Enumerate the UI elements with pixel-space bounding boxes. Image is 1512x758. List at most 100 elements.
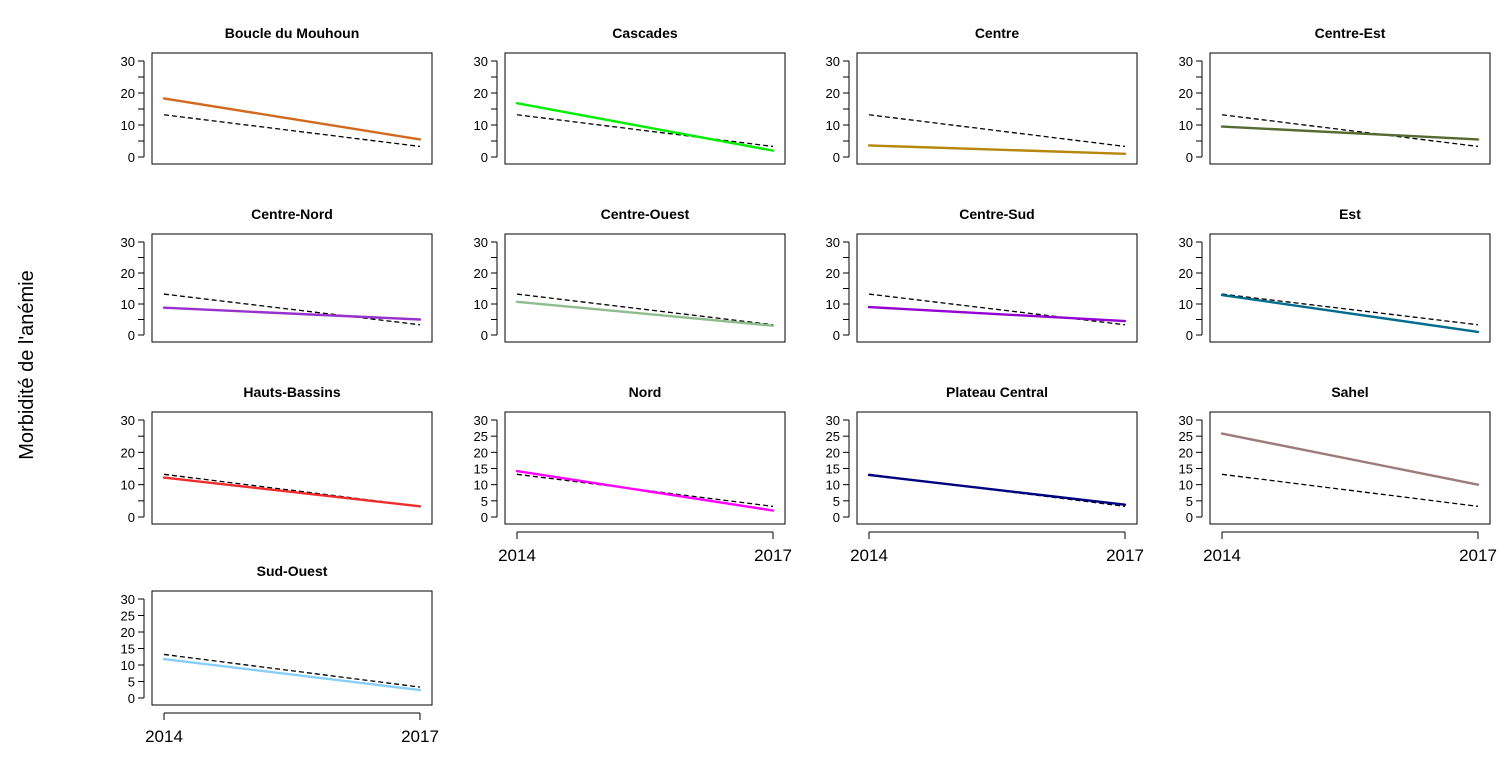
y-tick-label: 10 bbox=[121, 478, 135, 493]
plot-frame bbox=[504, 411, 786, 525]
y-tick-label: 20 bbox=[1179, 86, 1193, 101]
panel: Est 0 10 20 30 bbox=[1179, 206, 1491, 343]
y-tick-label: 30 bbox=[474, 413, 488, 428]
y-tick-label: 20 bbox=[826, 86, 840, 101]
reference-line bbox=[163, 653, 421, 688]
y-tick-label: 30 bbox=[1179, 235, 1193, 250]
panel: Centre-Nord 0 10 20 30 bbox=[121, 206, 433, 343]
reference-line bbox=[516, 114, 774, 148]
y-tick-label: 0 bbox=[1186, 328, 1193, 343]
plot-frame bbox=[856, 411, 1138, 525]
y-tick-label: 30 bbox=[826, 413, 840, 428]
series-line bbox=[1220, 432, 1480, 486]
y-tick-label: 20 bbox=[826, 445, 840, 460]
y-tick-label: 20 bbox=[474, 86, 488, 101]
reference-line bbox=[868, 293, 1126, 326]
series-line bbox=[1220, 293, 1480, 334]
y-tick-label: 0 bbox=[833, 328, 840, 343]
panels-group: Boucle du Mouhoun0102030Cascades0102030C… bbox=[121, 25, 1497, 746]
y-tick-label: 15 bbox=[121, 642, 135, 657]
y-tick-label: 0 bbox=[128, 691, 135, 706]
y-tick-label: 0 bbox=[128, 328, 135, 343]
y-tick-label: 20 bbox=[826, 266, 840, 281]
x-tick-label: 2017 bbox=[1106, 546, 1144, 565]
y-tick-label: 10 bbox=[474, 478, 488, 493]
plot-frame bbox=[151, 52, 433, 165]
x-tick-label: 2014 bbox=[1203, 546, 1241, 565]
reference-line bbox=[1221, 293, 1479, 326]
x-tick-label: 2014 bbox=[145, 727, 183, 746]
series-line bbox=[867, 473, 1127, 506]
y-tick-label: 10 bbox=[826, 118, 840, 133]
y-tick-label: 20 bbox=[121, 86, 135, 101]
series-line bbox=[515, 300, 775, 327]
y-tick-label: 20 bbox=[121, 266, 135, 281]
x-tick-label: 2014 bbox=[498, 546, 536, 565]
reference-line bbox=[1221, 473, 1479, 507]
y-axis-label: Morbidité de l'anémie bbox=[16, 270, 38, 459]
panel-title: Plateau Central bbox=[946, 384, 1048, 400]
panel-title: Centre-Nord bbox=[251, 206, 333, 222]
y-tick-label: 30 bbox=[121, 413, 135, 428]
y-tick-label: 0 bbox=[833, 510, 840, 525]
series-line bbox=[162, 97, 422, 141]
y-tick-label: 5 bbox=[833, 494, 840, 509]
x-tick-label: 2017 bbox=[754, 546, 792, 565]
y-tick-label: 0 bbox=[1186, 150, 1193, 165]
y-tick-label: 25 bbox=[826, 429, 840, 444]
y-tick-label: 30 bbox=[121, 54, 135, 69]
y-tick-label: 20 bbox=[121, 445, 135, 460]
series-line bbox=[515, 469, 775, 512]
y-tick-label: 0 bbox=[1186, 510, 1193, 525]
y-tick-label: 0 bbox=[481, 150, 488, 165]
panel: Centre-Sud 0 10 20 30 bbox=[826, 206, 1138, 343]
plot-frame bbox=[151, 233, 433, 343]
panel: Centre-Ouest 0 10 20 30 bbox=[474, 206, 786, 343]
series-line bbox=[162, 306, 422, 321]
y-tick-label: 20 bbox=[1179, 266, 1193, 281]
y-tick-label: 30 bbox=[1179, 54, 1193, 69]
y-tick-label: 0 bbox=[833, 150, 840, 165]
y-tick-label: 30 bbox=[474, 235, 488, 250]
y-tick-label: 0 bbox=[128, 510, 135, 525]
plot-frame bbox=[151, 590, 433, 706]
y-tick-label: 10 bbox=[121, 118, 135, 133]
y-tick-label: 10 bbox=[826, 297, 840, 312]
reference-line bbox=[868, 114, 1126, 148]
series-line bbox=[867, 305, 1127, 323]
reference-line bbox=[163, 473, 421, 507]
y-tick-label: 10 bbox=[474, 118, 488, 133]
series-line bbox=[162, 476, 422, 508]
y-tick-label: 10 bbox=[121, 297, 135, 312]
y-tick-label: 20 bbox=[474, 445, 488, 460]
panel: Hauts-Bassins 0 10 20 30 bbox=[121, 384, 433, 525]
y-tick-label: 30 bbox=[826, 235, 840, 250]
panel-title: Sud-Ouest bbox=[257, 563, 328, 579]
series-line bbox=[1220, 125, 1480, 141]
panel-title: Cascades bbox=[612, 25, 678, 41]
panel-title: Hauts-Bassins bbox=[243, 384, 340, 400]
y-tick-label: 20 bbox=[474, 266, 488, 281]
plot-frame bbox=[504, 233, 786, 343]
panel: Boucle du Mouhoun 0 10 20 30 bbox=[121, 25, 433, 165]
y-tick-label: 10 bbox=[1179, 297, 1193, 312]
y-tick-label: 30 bbox=[121, 235, 135, 250]
y-tick-label: 10 bbox=[474, 297, 488, 312]
y-tick-label: 15 bbox=[474, 462, 488, 477]
plot-frame bbox=[504, 52, 786, 165]
y-tick-label: 25 bbox=[474, 429, 488, 444]
panel-title: Nord bbox=[629, 384, 662, 400]
plot-frame bbox=[1209, 52, 1491, 165]
plot-frame bbox=[856, 52, 1138, 165]
panel-title: Centre-Est bbox=[1315, 25, 1386, 41]
series-line bbox=[162, 657, 422, 692]
x-tick-label: 2017 bbox=[401, 727, 439, 746]
y-tick-label: 5 bbox=[1186, 494, 1193, 509]
y-tick-label: 25 bbox=[121, 609, 135, 624]
panel-title: Boucle du Mouhoun bbox=[225, 25, 360, 41]
y-tick-label: 25 bbox=[1179, 429, 1193, 444]
plot-frame bbox=[1209, 233, 1491, 343]
